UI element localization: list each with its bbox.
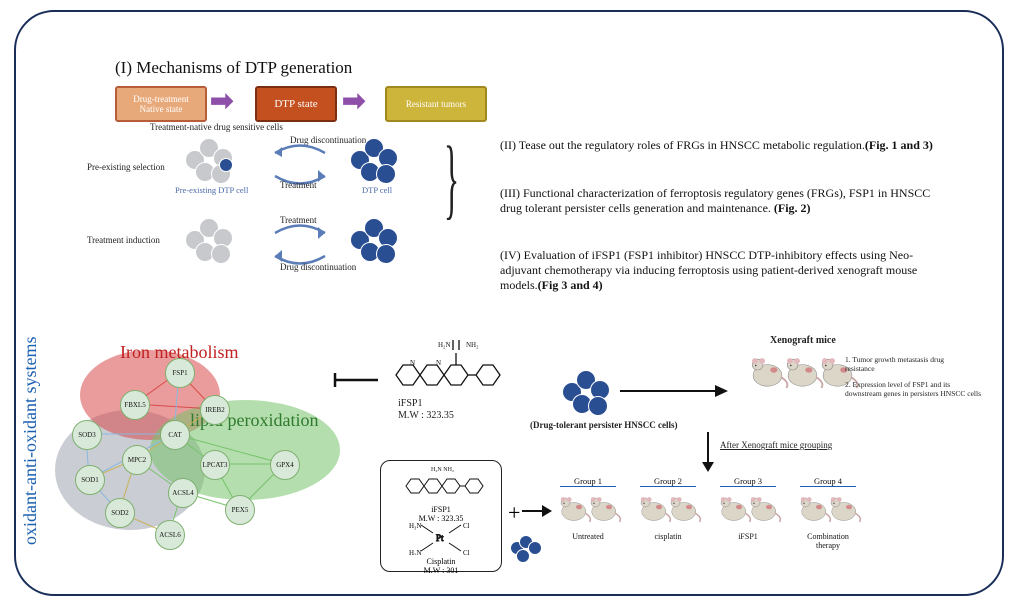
group-treat-3: iFSP1: [718, 532, 778, 541]
arrow-right-sm: [522, 500, 552, 522]
lbl-preselect: Pre-existing selection: [87, 162, 165, 172]
arrow-1: ➡: [210, 84, 233, 118]
molecule-box: H₂N NH₂ iFSP1 M.W : 323.35 Pt H₃N H₃N Cl C…: [380, 460, 502, 572]
mol-cis-mw: M.W : 301: [381, 566, 501, 575]
svg-text:Cl: Cl: [463, 523, 470, 530]
state-res-box: Resistant tumors: [385, 86, 487, 122]
panel4: (IV) Evaluation of iFSP1 (FSP1 inhibitor…: [500, 248, 940, 293]
group-label-2: Group 2: [640, 476, 696, 487]
brace-icon: }: [444, 150, 459, 209]
lbl-dtpcell: DTP cell: [362, 185, 392, 195]
lbl-treatment: Treatment: [280, 180, 317, 190]
mol-cis-name: Cisplatin: [381, 557, 501, 566]
vertical-label: oxidant-anti-oxidant systems: [20, 337, 41, 545]
lbl-treat-ind: Treatment induction: [87, 235, 147, 245]
gene-acsl4: ACSL4: [168, 478, 198, 508]
mol-ifsp1-mw: M.W : 323.35: [381, 514, 501, 523]
panel3: (III) Functional characterization of fer…: [500, 186, 940, 216]
gene-sod1: SOD1: [75, 465, 105, 495]
state-drug-label: Drug-treatment Native state: [121, 94, 201, 115]
group-label-4: Group 4: [800, 476, 856, 487]
mouse-icon: [585, 492, 623, 525]
plus-icon: +: [508, 500, 520, 526]
mouse-icon: [745, 492, 783, 525]
svg-text:H₃N: H₃N: [409, 549, 422, 555]
gene-acsl6: ACSL6: [155, 520, 185, 550]
group-treat-2: cisplatin: [638, 532, 698, 541]
svg-text:H₂N: H₂N: [438, 341, 451, 349]
gene-ireb2: IREB2: [200, 395, 230, 425]
dtp-caption: (Drug-tolerant persister HNSCC cells): [530, 420, 678, 430]
mol-ifsp1-name: iFSP1: [381, 505, 501, 514]
group-label-1: Group 1: [560, 476, 616, 487]
group-treat-4: Combination therapy: [798, 532, 858, 550]
panel2: (II) Tease out the regulatory roles of F…: [500, 138, 940, 153]
mol-name: iFSP1: [398, 398, 422, 409]
mol-ifsp1-sm-icon: H₂N NH₂: [381, 461, 501, 503]
svg-text:H₂N NH₂: H₂N NH₂: [431, 467, 454, 473]
mouse-icon: [665, 492, 703, 525]
svg-text:H₃N: H₃N: [409, 523, 422, 530]
gene-fsp1: FSP1: [165, 358, 195, 388]
arrow-to-mice: [620, 380, 730, 402]
state-res-label: Resistant tumors: [406, 99, 466, 109]
lbl-top-cells: Treatment-native drug sensitive cells: [150, 122, 283, 132]
svg-text:Cl: Cl: [463, 549, 470, 555]
mol-cisplatin-icon: Pt H₃N H₃N Cl Cl: [381, 523, 501, 555]
content-root: (I) Mechanisms of DTP generation Drug-tr…: [0, 0, 1020, 608]
mouse-icon: [825, 492, 863, 525]
arrow-2: ➡: [342, 84, 365, 118]
gene-lpcat3: LPCAT3: [200, 450, 230, 480]
xeno-note2: 2. Expression level of FSP1 and its down…: [845, 380, 985, 398]
state-dtp-label: DTP state: [274, 98, 317, 111]
state-dtp-box: DTP state: [255, 86, 337, 122]
gene-fbxl5: FBXL5: [120, 390, 150, 420]
gene-pex5: PEX5: [225, 495, 255, 525]
svg-text:NH₂: NH₂: [466, 341, 479, 349]
inhibit-bar-icon: [330, 370, 380, 390]
gene-sod3: SOD3: [72, 420, 102, 450]
gene-sod2: SOD2: [105, 498, 135, 528]
gene-gpx4: GPX4: [270, 450, 300, 480]
group-label-3: Group 3: [720, 476, 776, 487]
group-treat-1: Untreated: [558, 532, 618, 541]
molecule-ifsp1-icon: H₂N NH₂ N N: [388, 335, 518, 405]
mol-mw: M.W : 323.35: [398, 410, 454, 421]
gene-cat: CAT: [160, 420, 190, 450]
svg-text:Pt: Pt: [436, 533, 444, 543]
lbl-preexist-dtp: Pre-existing DTP cell: [175, 185, 248, 195]
arrow-down-icon: [700, 432, 716, 472]
xeno-heading: Xenograft mice: [770, 335, 836, 346]
after-grouping: After Xenograft mice grouping: [720, 440, 832, 450]
state-drug-box: Drug-treatment Native state: [115, 86, 207, 122]
xeno-note1: 1. Tumor growth metastasis drug resistan…: [845, 355, 975, 373]
section1-title: (I) Mechanisms of DTP generation: [115, 58, 352, 78]
gene-mpc2: MPC2: [122, 445, 152, 475]
svg-text:N: N: [410, 359, 415, 367]
svg-text:N: N: [436, 359, 441, 367]
lbl-drug-disc2: Drug discontinuation: [280, 262, 356, 272]
